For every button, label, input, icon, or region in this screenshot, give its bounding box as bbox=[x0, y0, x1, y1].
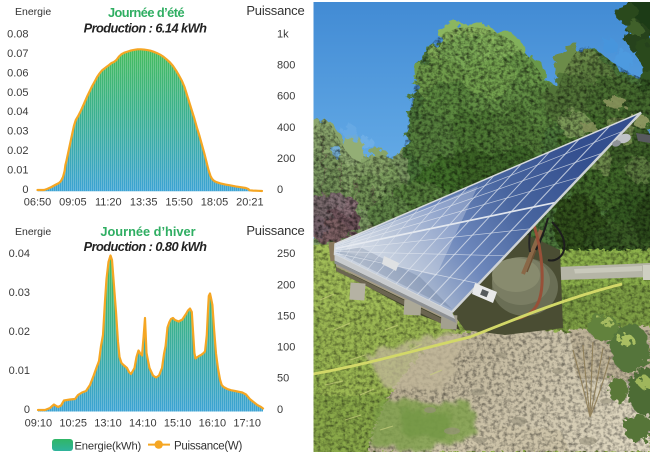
svg-text:Journée d’été: Journée d’été bbox=[108, 5, 184, 20]
svg-text:Journée d’hiver: Journée d’hiver bbox=[100, 224, 195, 239]
svg-text:0.08: 0.08 bbox=[7, 29, 28, 41]
svg-text:0.03: 0.03 bbox=[7, 126, 28, 138]
svg-text:0.05: 0.05 bbox=[7, 87, 28, 99]
svg-text:Energie: Energie bbox=[15, 226, 51, 238]
svg-text:50: 50 bbox=[277, 373, 289, 385]
svg-text:14:10: 14:10 bbox=[129, 418, 157, 430]
svg-text:Puissance: Puissance bbox=[246, 3, 304, 18]
svg-text:Production : 6.14 kWh: Production : 6.14 kWh bbox=[84, 20, 208, 35]
svg-text:20:21: 20:21 bbox=[236, 197, 264, 209]
svg-text:Energie(kWh): Energie(kWh) bbox=[75, 440, 142, 452]
svg-text:Puissance: Puissance bbox=[246, 223, 304, 238]
svg-text:11:20: 11:20 bbox=[95, 197, 122, 209]
svg-text:0: 0 bbox=[24, 404, 30, 416]
svg-text:0.04: 0.04 bbox=[9, 248, 30, 260]
svg-text:0.01: 0.01 bbox=[9, 365, 30, 377]
svg-text:0.06: 0.06 bbox=[7, 67, 28, 79]
svg-text:200: 200 bbox=[277, 279, 295, 291]
svg-text:0.03: 0.03 bbox=[9, 287, 30, 299]
svg-text:0: 0 bbox=[277, 404, 283, 416]
svg-text:600: 600 bbox=[277, 91, 295, 103]
svg-text:09:10: 09:10 bbox=[25, 418, 53, 430]
svg-text:16:10: 16:10 bbox=[199, 418, 227, 430]
svg-text:200: 200 bbox=[277, 153, 295, 165]
svg-text:150: 150 bbox=[277, 310, 295, 322]
svg-text:09:05: 09:05 bbox=[59, 197, 87, 209]
svg-text:0.07: 0.07 bbox=[7, 48, 28, 60]
svg-text:0.04: 0.04 bbox=[7, 106, 28, 118]
svg-text:06:50: 06:50 bbox=[24, 197, 52, 209]
svg-text:0: 0 bbox=[22, 184, 28, 196]
svg-text:10:25: 10:25 bbox=[59, 418, 87, 430]
svg-text:Energie: Energie bbox=[15, 6, 51, 18]
svg-text:17:10: 17:10 bbox=[233, 418, 261, 430]
svg-text:0.02: 0.02 bbox=[7, 145, 28, 157]
svg-text:13:35: 13:35 bbox=[130, 197, 158, 209]
svg-text:Puissance(W): Puissance(W) bbox=[174, 440, 242, 452]
svg-text:0.02: 0.02 bbox=[9, 326, 30, 338]
svg-text:1k: 1k bbox=[277, 29, 289, 41]
svg-text:18:05: 18:05 bbox=[201, 197, 229, 209]
svg-text:0: 0 bbox=[277, 184, 283, 196]
svg-text:13:10: 13:10 bbox=[94, 418, 122, 430]
svg-text:250: 250 bbox=[277, 248, 295, 260]
svg-text:0.01: 0.01 bbox=[7, 164, 28, 176]
svg-text:Production : 0.80 kWh: Production : 0.80 kWh bbox=[84, 239, 208, 254]
svg-text:400: 400 bbox=[277, 122, 295, 134]
svg-text:100: 100 bbox=[277, 342, 295, 354]
svg-text:800: 800 bbox=[277, 60, 295, 72]
svg-text:15:10: 15:10 bbox=[164, 418, 192, 430]
svg-text:15:50: 15:50 bbox=[165, 197, 193, 209]
